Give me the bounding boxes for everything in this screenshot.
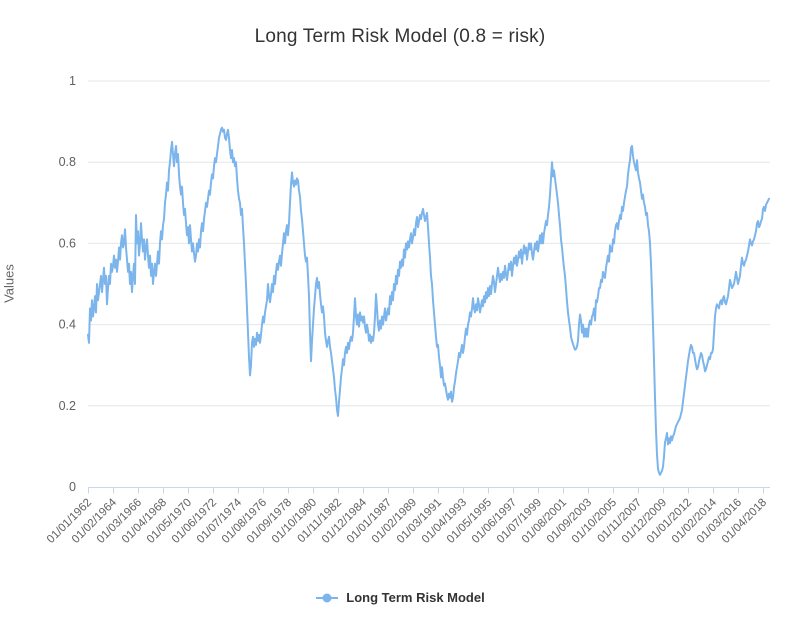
y-tick-label: 1 <box>69 74 76 88</box>
y-tick-label: 0.2 <box>59 399 76 413</box>
y-tick-label: 0.4 <box>59 318 76 332</box>
series-line-long-term-risk-model <box>87 126 770 476</box>
y-tick-label: 0.6 <box>59 236 76 250</box>
chart-title: Long Term Risk Model (0.8 = risk) <box>254 26 546 47</box>
legend-item[interactable]: Long Term Risk Model <box>0 590 800 605</box>
y-tick-label: 0.8 <box>59 155 76 169</box>
y-tick-label: 0 <box>69 480 76 494</box>
legend-line-marker-icon <box>316 593 339 602</box>
legend-label: Long Term Risk Model <box>346 590 485 605</box>
